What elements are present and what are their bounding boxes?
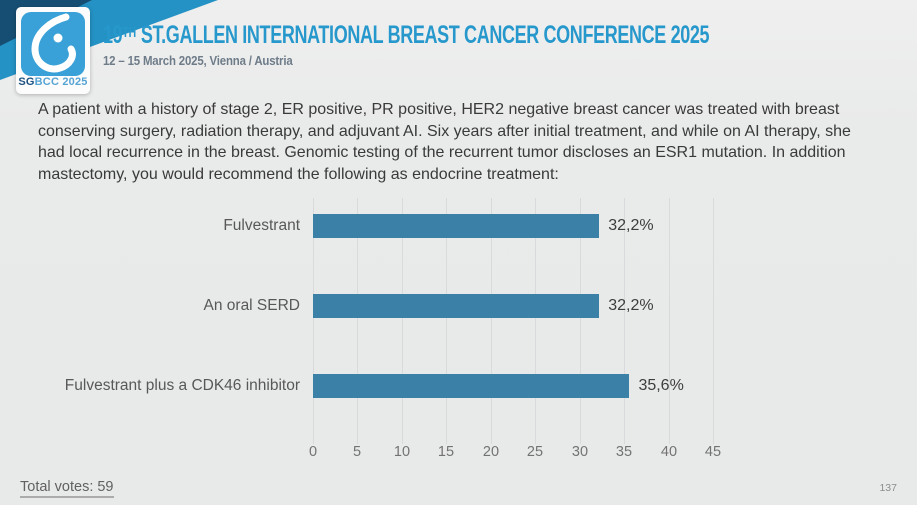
x-axis-tick: 0 — [308, 444, 318, 460]
bar — [313, 214, 600, 238]
gridline — [535, 198, 536, 444]
conference-title-number: 19 — [103, 21, 123, 49]
gridline — [713, 198, 714, 444]
x-axis-tick: 5 — [352, 444, 362, 460]
x-axis-tick: 15 — [437, 444, 455, 460]
x-axis-tick: 40 — [660, 444, 678, 460]
x-axis-tick: 25 — [526, 444, 544, 460]
gridline — [669, 198, 670, 444]
conference-title-ordinal: TH — [122, 25, 137, 41]
value-label: 32,2% — [608, 217, 654, 234]
category-label: An oral SERD — [203, 297, 300, 314]
category-label: Fulvestrant plus a CDK46 inhibitor — [64, 377, 300, 394]
value-label: 32,2% — [608, 297, 654, 314]
poll-question-text: A patient with a history of stage 2, ER … — [38, 101, 851, 183]
x-axis-tick: 35 — [615, 444, 633, 460]
logo-caption-sg: SG — [18, 76, 35, 88]
gridline — [357, 198, 358, 444]
gridline — [624, 198, 625, 444]
slide-page-number: 137 — [879, 482, 897, 494]
category-label: Fulvestrant — [223, 217, 300, 234]
gridline — [313, 198, 314, 444]
sgbcc-breast-icon — [21, 12, 85, 76]
conference-title-text: ST.GALLEN INTERNATIONAL BREAST CANCER CO… — [136, 21, 710, 49]
gridline — [491, 198, 492, 444]
logo-caption: SGBCC 2025 — [16, 76, 90, 88]
conference-title: 19TH ST.GALLEN INTERNATIONAL BREAST CANC… — [103, 21, 710, 50]
total-votes-label: Total votes: 59 — [20, 479, 114, 498]
value-label: 35,6% — [638, 377, 684, 394]
gridline — [402, 198, 403, 444]
sgbcc-logo: SGBCC 2025 — [16, 7, 90, 94]
gridline — [446, 198, 447, 444]
logo-caption-rest: BCC 2025 — [34, 76, 88, 88]
x-axis-tick: 20 — [482, 444, 500, 460]
conference-subtitle: 12 – 15 March 2025, Vienna / Austria — [103, 53, 293, 68]
bar — [313, 374, 630, 398]
x-axis-tick: 45 — [704, 444, 722, 460]
x-axis-tick: 10 — [393, 444, 411, 460]
gridline — [580, 198, 581, 444]
bar — [313, 294, 600, 318]
x-axis-tick: 30 — [571, 444, 589, 460]
